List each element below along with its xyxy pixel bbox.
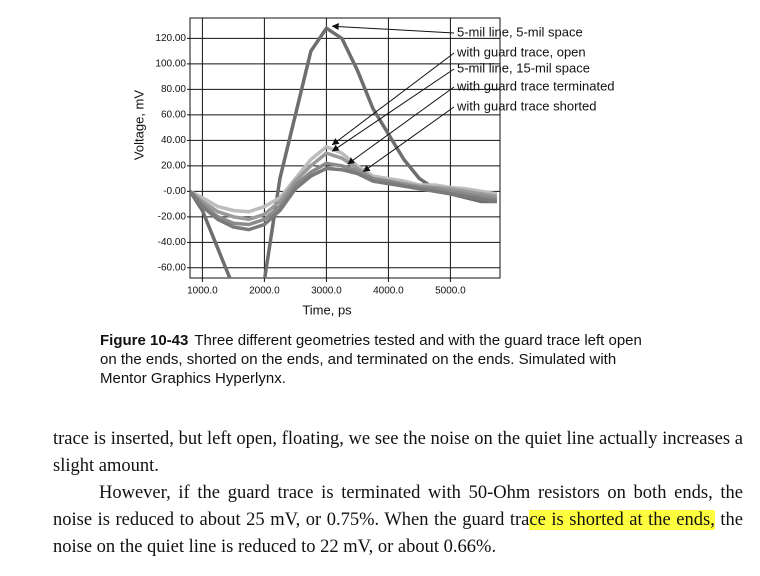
y-tick-label: 100.00: [155, 59, 186, 70]
x-tick-label: 2000.0: [249, 286, 280, 297]
annotation-arrow: [331, 23, 455, 34]
y-tick-label: 40.00: [161, 135, 186, 146]
x-tick-label: 1000.0: [187, 286, 218, 297]
caption-label: Figure 10-43: [100, 332, 189, 349]
figure-caption: Figure 10-43 Three different geometries t…: [100, 331, 655, 388]
caption-text: Three different geometries tested and wi…: [100, 332, 642, 387]
y-tick-label: 20.00: [161, 160, 186, 171]
body-text: trace is inserted, but left open, floati…: [53, 426, 743, 561]
y-tick-label: -20.00: [158, 211, 187, 222]
text: the noise on the quiet line is reduced t…: [53, 510, 743, 557]
series-line: [190, 151, 498, 222]
highlight: ce is shorted at the ends,: [529, 510, 715, 530]
x-tick-label: 3000.0: [311, 286, 342, 297]
annotation-arrow: [331, 68, 455, 152]
text: However, if the guard trace is terminate…: [53, 483, 743, 530]
y-tick-label: 80.00: [161, 84, 186, 95]
chart: Voltage, mV Time, ps 120.00 100.00 80.00 60…: [131, 17, 615, 317]
series-line: [190, 161, 498, 227]
annotation-label: with guard trace shorted: [456, 98, 596, 113]
paragraph: trace is inserted, but left open, floati…: [53, 429, 743, 476]
y-tick-label: -40.00: [158, 237, 187, 248]
y-tick-label: 120.00: [155, 33, 186, 44]
y-tick-label: -60.00: [158, 262, 187, 273]
annotation-arrow: [362, 106, 455, 172]
plot-lines: [190, 26, 498, 278]
y-tick-label: 60.00: [161, 110, 186, 121]
annotation-arrow: [331, 52, 455, 146]
x-axis-label: Time, ps: [302, 302, 352, 317]
annotation-label: with guard trace, open: [456, 44, 586, 59]
x-tick-label: 4000.0: [373, 286, 404, 297]
paragraph: However, if the guard trace is terminate…: [53, 480, 743, 561]
y-axis-label: Voltage, mV: [131, 90, 146, 160]
y-tick-label: -0.00: [163, 186, 186, 197]
annotation-arrow: [347, 86, 455, 165]
series-line: [190, 166, 498, 232]
annotation-label: 5-mil line, 5-mil space: [457, 24, 583, 39]
annotation-label: 5-mil line, 15-mil space: [457, 60, 590, 75]
annotation-label: with guard trace terminated: [456, 78, 615, 93]
x-tick-label: 5000.0: [435, 286, 466, 297]
plot-frame: [189, 17, 501, 279]
